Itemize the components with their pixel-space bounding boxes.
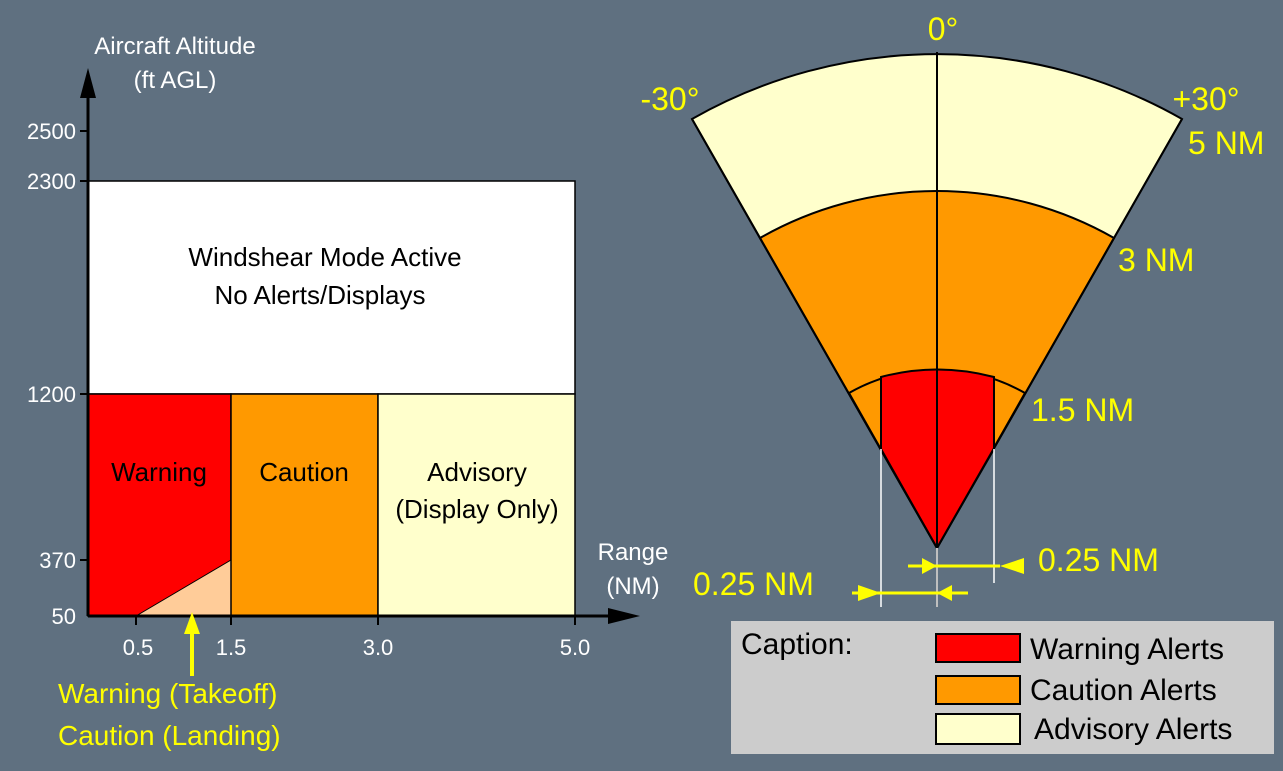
landing-annotation: Caution (Landing) [58, 720, 281, 751]
caution-zone [230, 393, 379, 617]
legend-label-warning: Warning Alerts [1030, 633, 1224, 666]
advisory-zone-label: Advisory [427, 457, 527, 487]
legend-swatch-caution [935, 675, 1021, 705]
x-axis-title-unit: (NM) [606, 573, 659, 600]
caption-title: Caption: [741, 628, 853, 661]
y-axis-title-unit: (ft AGL) [134, 67, 217, 94]
caution-zone-label: Caution [259, 457, 349, 487]
sector-left-edge [691, 118, 938, 549]
y-axis-arrow [80, 68, 96, 98]
range-label-1-5nm: 1.5 NM [1031, 392, 1134, 428]
takeoff-pointer-arrowhead [184, 612, 200, 634]
legend-label-advisory: Advisory Alerts [1034, 713, 1232, 746]
legend-swatch-advisory [935, 713, 1021, 745]
x-tick-label: 0.5 [123, 635, 154, 660]
width-label-right: 0.25 NM [1038, 542, 1159, 578]
legend-label-caution: Caution Alerts [1030, 674, 1217, 707]
inactive-zone-label: Windshear Mode Active [188, 242, 461, 272]
range-label-3nm: 3 NM [1118, 242, 1194, 278]
angle-label-right: +30° [1172, 81, 1239, 117]
x-tick-label: 3.0 [363, 635, 394, 660]
width-label-left: 0.25 NM [693, 566, 814, 602]
y-tick-label: 1200 [27, 382, 76, 407]
right-width-arrowhead-right [1000, 558, 1024, 574]
right-width-arrowhead-left [922, 558, 937, 574]
legend-swatch-warning [935, 633, 1021, 663]
x-ticks [135, 616, 576, 625]
y-tick-label: 370 [39, 548, 76, 573]
x-tick-label: 1.5 [216, 635, 247, 660]
x-axis-title: Range [598, 539, 669, 566]
y-tick-label: 2500 [27, 119, 76, 144]
inactive-zone [87, 180, 576, 395]
left-width-arrowhead-left [858, 585, 881, 601]
left-width-arrowhead-right [937, 585, 952, 601]
inactive-zone-sublabel: No Alerts/Displays [215, 280, 426, 310]
y-tick-label: 50 [52, 604, 76, 629]
x-axis-arrow [608, 608, 640, 624]
caption-legend: Caption: Warning Alerts Caution Alerts A… [731, 621, 1274, 754]
advisory-zone [377, 393, 576, 617]
angle-label-center: 0° [928, 11, 959, 47]
sector-right-edge [936, 118, 1183, 549]
range-label-5nm: 5 NM [1188, 125, 1264, 161]
x-tick-label: 5.0 [560, 635, 591, 660]
y-ticks [80, 130, 88, 561]
takeoff-annotation: Warning (Takeoff) [58, 678, 277, 709]
advisory-zone-sublabel: (Display Only) [395, 494, 558, 524]
altitude-range-chart: Aircraft Altitude (ft AGL) Range (NM) 25… [27, 33, 668, 751]
sector-diagram: 0° -30° +30° 5 NM 3 NM 1.5 NM 0.25 NM 0.… [640, 11, 1264, 607]
warning-zone-label: Warning [111, 457, 207, 487]
y-axis-title: Aircraft Altitude [94, 33, 255, 60]
y-tick-label: 2300 [27, 169, 76, 194]
angle-label-left: -30° [640, 81, 699, 117]
